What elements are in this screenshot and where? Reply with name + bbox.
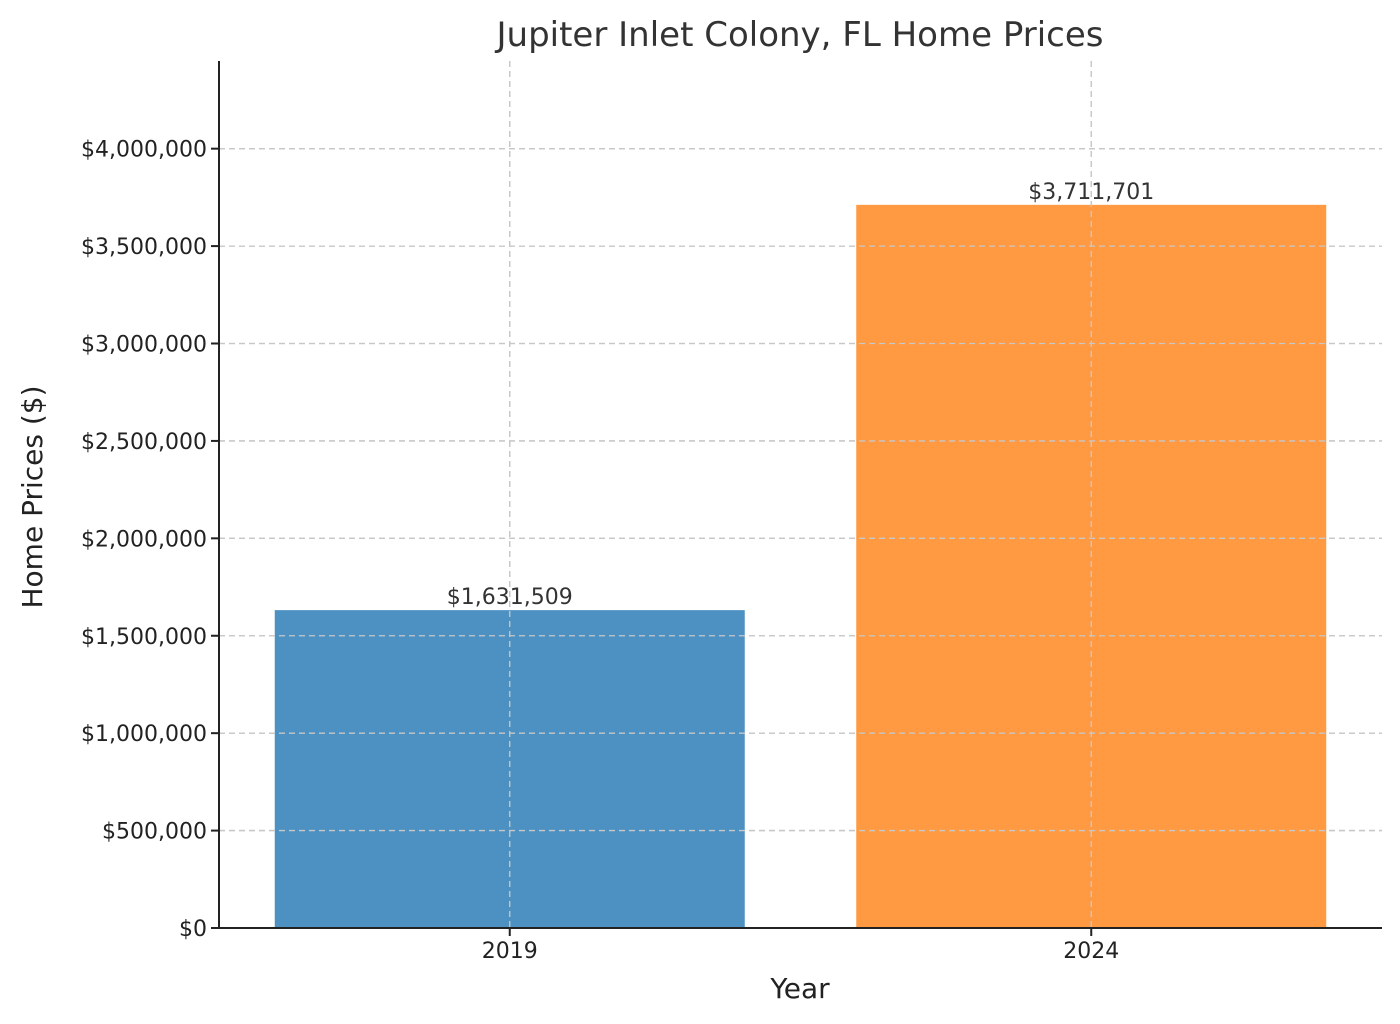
bar-value-label: $3,711,701	[1028, 180, 1154, 205]
y-tick-label: $2,000,000	[81, 527, 207, 552]
ticks-layer: $0 $500,000 $1,000,000 $1,500,000 $2,000,000…	[81, 138, 1119, 964]
x-axis-label: Year	[769, 972, 830, 1005]
bar-value-label: $1,631,509	[447, 585, 573, 610]
y-tick-label: $500,000	[102, 820, 207, 845]
bar-2019	[274, 610, 745, 928]
y-tick-label: $3,000,000	[81, 333, 207, 358]
chart-title: Jupiter Inlet Colony, FL Home Prices	[495, 15, 1104, 55]
y-tick-label: $3,500,000	[81, 235, 207, 260]
data-labels-layer: $1,631,509 $3,711,701	[447, 180, 1154, 610]
y-tick-label: $0	[179, 917, 207, 942]
x-tick-label: 2019	[482, 939, 538, 964]
y-tick-label: $1,500,000	[81, 625, 207, 650]
axes-layer	[218, 61, 1382, 929]
bars-layer	[219, 61, 1382, 928]
x-tick-label: 2024	[1063, 939, 1119, 964]
y-tick-label: $4,000,000	[81, 138, 207, 163]
y-tick-label: $2,500,000	[81, 430, 207, 455]
y-axis-label: Home Prices ($)	[16, 385, 49, 608]
y-tick-label: $1,000,000	[81, 722, 207, 747]
